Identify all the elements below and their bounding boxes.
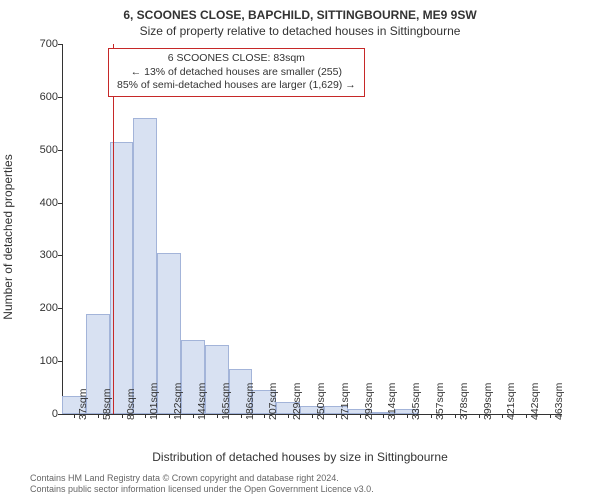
x-tick-label: 144sqm: [196, 383, 208, 420]
y-tick-mark: [58, 361, 62, 362]
x-tick-mark: [312, 414, 313, 418]
x-tick-label: 80sqm: [125, 388, 137, 420]
x-tick-mark: [479, 414, 480, 418]
x-tick-label: 165sqm: [220, 383, 232, 420]
x-tick-mark: [98, 414, 99, 418]
y-tick-mark: [58, 203, 62, 204]
x-tick-label: 399sqm: [482, 383, 494, 420]
y-tick-label: 300: [40, 249, 58, 261]
x-tick-label: 314sqm: [386, 383, 398, 420]
x-tick-label: 250sqm: [315, 383, 327, 420]
x-tick-mark: [217, 414, 218, 418]
x-tick-label: 58sqm: [101, 388, 113, 420]
y-tick-label: 100: [40, 355, 58, 367]
x-tick-label: 357sqm: [434, 383, 446, 420]
x-tick-mark: [145, 414, 146, 418]
x-tick-mark: [550, 414, 551, 418]
y-tick-mark: [58, 97, 62, 98]
x-tick-mark: [407, 414, 408, 418]
x-tick-label: 293sqm: [363, 383, 375, 420]
y-tick-label: 200: [40, 302, 58, 314]
x-tick-label: 207sqm: [267, 383, 279, 420]
footer-line-1: Contains HM Land Registry data © Crown c…: [30, 473, 374, 485]
x-tick-mark: [74, 414, 75, 418]
chart-title-main: 6, SCOONES CLOSE, BAPCHILD, SITTINGBOURN…: [0, 8, 600, 22]
x-tick-mark: [288, 414, 289, 418]
x-tick-label: 421sqm: [505, 383, 517, 420]
x-tick-mark: [455, 414, 456, 418]
x-tick-mark: [122, 414, 123, 418]
chart-title-sub: Size of property relative to detached ho…: [0, 24, 600, 38]
x-tick-label: 335sqm: [410, 383, 422, 420]
x-tick-label: 186sqm: [244, 383, 256, 420]
x-tick-mark: [264, 414, 265, 418]
footer-line-2: Contains public sector information licen…: [30, 484, 374, 496]
y-tick-label: 500: [40, 144, 58, 156]
y-tick-label: 400: [40, 197, 58, 209]
y-tick-label: 600: [40, 91, 58, 103]
x-tick-label: 37sqm: [77, 388, 89, 420]
x-tick-label: 442sqm: [529, 383, 541, 420]
x-tick-mark: [336, 414, 337, 418]
x-tick-mark: [169, 414, 170, 418]
y-axis-label: Number of detached properties: [1, 154, 15, 319]
y-tick-mark: [58, 150, 62, 151]
y-tick-label: 700: [40, 38, 58, 50]
footer-text: Contains HM Land Registry data © Crown c…: [30, 473, 374, 496]
x-tick-label: 463sqm: [553, 383, 565, 420]
y-axis-line: [62, 44, 63, 414]
x-tick-mark: [360, 414, 361, 418]
x-tick-mark: [383, 414, 384, 418]
histogram-bar: [133, 118, 157, 414]
x-tick-label: 229sqm: [291, 383, 303, 420]
chart-container: 6, SCOONES CLOSE, BAPCHILD, SITTINGBOURN…: [0, 0, 600, 500]
y-tick-mark: [58, 414, 62, 415]
info-line-2: ← 13% of detached houses are smaller (25…: [117, 66, 356, 80]
x-tick-mark: [526, 414, 527, 418]
y-tick-mark: [58, 44, 62, 45]
x-tick-mark: [241, 414, 242, 418]
info-line-1: 6 SCOONES CLOSE: 83sqm: [117, 52, 356, 66]
reference-line: [113, 44, 114, 414]
x-tick-mark: [502, 414, 503, 418]
info-box: 6 SCOONES CLOSE: 83sqm ← 13% of detached…: [108, 48, 365, 97]
x-tick-label: 378sqm: [458, 383, 470, 420]
x-tick-label: 101sqm: [148, 383, 160, 420]
x-tick-mark: [193, 414, 194, 418]
plot-area: 010020030040050060070037sqm58sqm80sqm101…: [62, 44, 562, 414]
y-tick-mark: [58, 308, 62, 309]
x-axis-label: Distribution of detached houses by size …: [0, 450, 600, 464]
x-tick-mark: [431, 414, 432, 418]
y-tick-mark: [58, 255, 62, 256]
info-line-3: 85% of semi-detached houses are larger (…: [117, 79, 356, 93]
x-tick-label: 122sqm: [172, 383, 184, 420]
y-tick-label: 0: [52, 408, 58, 420]
x-tick-label: 271sqm: [339, 383, 351, 420]
